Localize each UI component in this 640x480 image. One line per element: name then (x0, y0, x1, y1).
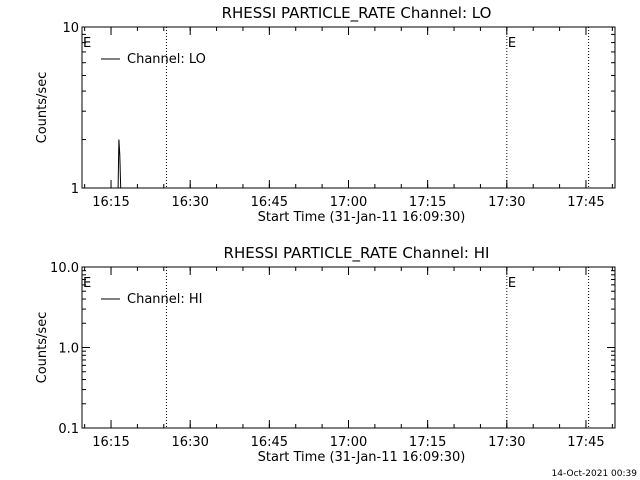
x-tick-label: 16:30 (171, 195, 208, 210)
series-line-0 (117, 139, 122, 189)
x-tick-label: 16:30 (171, 435, 208, 450)
x-tick-label: 17:30 (488, 435, 525, 450)
x-tick-label: 16:45 (251, 435, 288, 450)
x-tick-label: 17:45 (567, 195, 604, 210)
chart-title: RHESSI PARTICLE_RATE Channel: LO (222, 4, 492, 23)
x-tick-label: 17:00 (330, 435, 367, 450)
x-tick-label: 17:45 (567, 435, 604, 450)
y-axis-label: Counts/sec (35, 72, 50, 144)
x-tick-label: 17:15 (409, 195, 446, 210)
x-tick-label: 16:15 (92, 435, 129, 450)
event-marker-label: E (508, 36, 516, 51)
legend-entry: Channel: LO (127, 52, 206, 67)
chart-panel-0: RHESSI PARTICLE_RATE Channel: LO 16:15 16:… (35, 4, 616, 225)
y-tick-label: 1 (71, 182, 79, 197)
event-marker-label: E (508, 276, 516, 291)
y-tick-label: 0.1 (58, 422, 79, 437)
y-tick-label: 10 (62, 21, 79, 36)
x-tick-label: 17:15 (409, 435, 446, 450)
y-tick-label: 1.0 (58, 342, 79, 357)
x-tick-label: 17:30 (488, 195, 525, 210)
x-tick-label: 16:45 (251, 195, 288, 210)
x-tick-label: 16:15 (92, 195, 129, 210)
legend-entry: Channel: HI (127, 292, 203, 307)
chart-title: RHESSI PARTICLE_RATE Channel: HI (224, 244, 490, 263)
y-axis-label: Counts/sec (35, 312, 50, 384)
x-axis-label: Start Time (31-Jan-11 16:09:30) (258, 450, 466, 465)
edge-marker-label: E (83, 36, 91, 51)
y-tick-label: 10.0 (50, 261, 79, 276)
timestamp: 14-Oct-2021 00:39 (552, 469, 638, 479)
x-tick-label: 17:00 (330, 195, 367, 210)
x-axis-label: Start Time (31-Jan-11 16:09:30) (258, 210, 466, 225)
chart-panel-1: RHESSI PARTICLE_RATE Channel: HI 16:15 16:… (35, 244, 616, 465)
edge-marker-label: E (83, 276, 91, 291)
